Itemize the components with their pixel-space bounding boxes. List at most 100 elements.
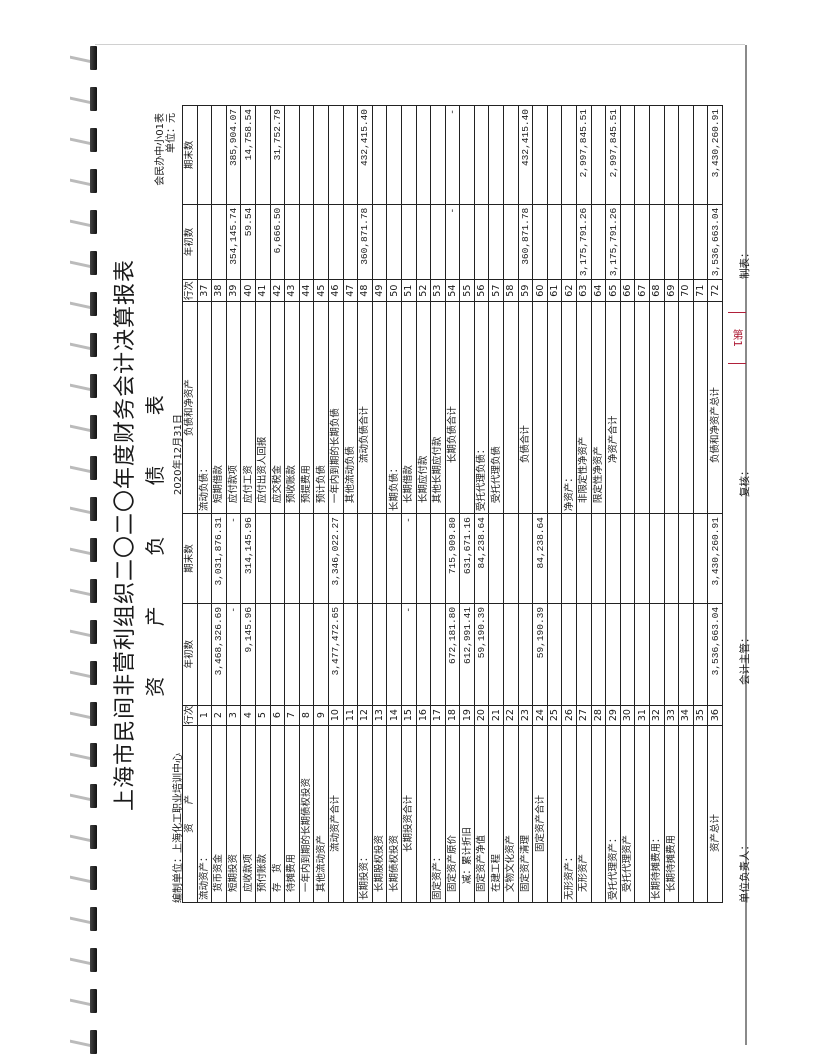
- liability-beginning-balance: 59.54: [240, 204, 256, 280]
- asset-ending-balance: [693, 513, 708, 604]
- liability-beginning-balance: 360,871.78: [518, 204, 533, 280]
- liability-item-name: 长期负债：: [386, 301, 402, 514]
- liability-beginning-balance: [561, 204, 577, 280]
- asset-beginning-balance: [634, 603, 650, 706]
- asset-line-no: 31: [634, 705, 650, 726]
- liability-beginning-balance: [313, 204, 329, 280]
- liability-ending-balance: [459, 105, 475, 205]
- liability-beginning-balance: 3,175,791.26: [576, 204, 592, 280]
- liability-beginning-balance: [459, 204, 475, 280]
- asset-line-no: 1: [197, 705, 212, 726]
- asset-item-name: [416, 725, 431, 903]
- form-code-block: 会民办中小01表 单位：元: [155, 113, 177, 186]
- table-row: 长期股权投资 13 49: [372, 105, 387, 903]
- asset-line-no: 14: [386, 705, 402, 726]
- asset-beginning-balance: 59,190.39: [474, 603, 489, 706]
- asset-beginning-balance: [386, 603, 402, 706]
- liability-ending-balance: 2,997,845.51: [605, 105, 621, 205]
- binder-ring: [70, 948, 98, 972]
- liability-line-no: 70: [678, 279, 694, 302]
- binder-ring: [70, 907, 98, 931]
- asset-line-no: 4: [240, 705, 256, 726]
- binder-ring: [70, 661, 98, 685]
- asset-item-name: [634, 725, 650, 903]
- liability-item-name: 一年内到期的长期负债: [328, 301, 344, 514]
- asset-item-name: 文物文化资产: [503, 725, 519, 903]
- liability-beginning-balance: [488, 204, 504, 280]
- asset-beginning-balance: 3,536,663.04: [707, 603, 723, 706]
- page-edge-top: [95, 44, 745, 45]
- liability-ending-balance: [620, 105, 635, 205]
- liability-line-no: 49: [372, 279, 387, 302]
- asset-line-no: 27: [576, 705, 592, 726]
- asset-beginning-balance: [357, 603, 373, 706]
- liability-item-name: 受托代理负债：: [474, 301, 489, 514]
- liability-item-name: 短期借款: [211, 301, 227, 514]
- liability-beginning-balance: [416, 204, 431, 280]
- asset-ending-balance: [255, 513, 271, 604]
- table-row: 短期投资 3- - 应付款项 39 354,145.74 385,904.07: [226, 105, 241, 903]
- liability-line-no: 65: [605, 279, 621, 302]
- liability-ending-balance: [430, 105, 446, 205]
- table-row: 待摊费用 7 预收账款 43: [284, 105, 300, 903]
- asset-ending-balance: [503, 513, 519, 604]
- asset-item-name: 固定资产净值: [474, 725, 489, 903]
- asset-line-no: 10: [328, 705, 344, 726]
- liability-line-no: 66: [620, 279, 635, 302]
- liability-line-no: 68: [649, 279, 665, 302]
- asset-line-no: 8: [299, 705, 314, 726]
- asset-line-no: 25: [547, 705, 562, 726]
- table-row: 文物文化资产 22 58: [503, 105, 519, 903]
- liability-item-name: [693, 301, 708, 514]
- liability-item-name: [634, 301, 650, 514]
- liability-beginning-balance: [386, 204, 402, 280]
- liability-line-no: 54: [445, 279, 460, 302]
- asset-ending-balance: 631,671.16: [459, 513, 475, 604]
- liability-line-no: 41: [255, 279, 271, 302]
- asset-item-name: 一年内到期的长期债权投资: [299, 725, 314, 903]
- asset-ending-balance: [299, 513, 314, 604]
- asset-ending-balance: 3,346,022.27: [328, 513, 344, 604]
- asset-beginning-balance: [488, 603, 504, 706]
- liability-ending-balance: 385,904.07: [226, 105, 241, 205]
- table-row: 受托代理资产： 29 净资产合计 65 3,175,791.26 2,997,845.51: [605, 105, 621, 903]
- asset-line-no: 16: [416, 705, 431, 726]
- page-number-stamp: 第1: [728, 312, 746, 364]
- liability-beginning-balance: 360,871.78: [357, 204, 373, 280]
- liability-beginning-balance: [620, 204, 635, 280]
- table-row: 资产总计 36 3,536,663.04 3,430,260.91 负债和净资产总计 72…: [707, 105, 723, 903]
- asset-line-no: 29: [605, 705, 621, 726]
- liability-ending-balance: [649, 105, 665, 205]
- currency-unit: 单位：元: [166, 113, 177, 153]
- liability-item-name: 预计负债: [313, 301, 329, 514]
- asset-item-name: 受托代理资产: [620, 725, 635, 903]
- liability-beginning-balance: 6,666.50: [270, 204, 285, 280]
- asset-line-no: 33: [664, 705, 679, 726]
- liability-beginning-balance: [664, 204, 679, 280]
- liability-line-no: 44: [299, 279, 314, 302]
- liability-ending-balance: [401, 105, 416, 205]
- table-row: 流动资产合计 10 3,477,472.65 3,346,022.27 一年内到期的长期…: [328, 105, 344, 903]
- liability-item-name: 长期负债合计: [445, 301, 460, 514]
- binder-ring: [70, 702, 98, 726]
- liability-line-no: 61: [547, 279, 562, 302]
- binder-ring: [70, 784, 98, 808]
- binder-ring: [70, 169, 98, 193]
- liability-beginning-balance: 3,175,791.26: [605, 204, 621, 280]
- binder-ring: [70, 866, 98, 890]
- table-row: 25 61: [547, 105, 562, 903]
- liability-item-name: 受托代理负债: [488, 301, 504, 514]
- asset-ending-balance: [343, 513, 358, 604]
- asset-ending-balance: [605, 513, 621, 604]
- liability-line-no: 42: [270, 279, 285, 302]
- asset-item-name: 待摊费用: [284, 725, 300, 903]
- table-row: 受托代理资产 30 66: [620, 105, 635, 903]
- table-row: 31 67: [634, 105, 650, 903]
- asset-item-name: 无形资产: [576, 725, 592, 903]
- asset-ending-balance: 715,909.80: [445, 513, 460, 604]
- liability-line-no: 53: [430, 279, 446, 302]
- asset-ending-balance: [649, 513, 665, 604]
- liability-item-name: [459, 301, 475, 514]
- liability-ending-balance: [416, 105, 431, 205]
- asset-beginning-balance: [270, 603, 285, 706]
